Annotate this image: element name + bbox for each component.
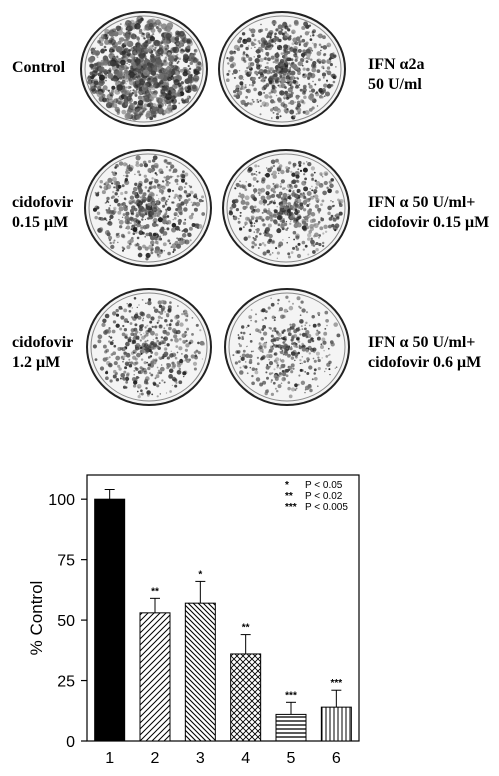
bar: [94, 498, 126, 742]
bar: [139, 612, 171, 742]
x-tick-label: 5: [287, 750, 296, 767]
bar-chart: 0 25 50 75 100 % Control 1 ** 2 * 3 ** 4 *** 5 *** 6 * P <…: [27, 474, 360, 767]
significance-mark: *: [198, 569, 202, 580]
bar: [320, 706, 352, 742]
plate-cidofovir-015: [84, 149, 212, 267]
x-tick-label: 3: [196, 750, 205, 767]
plate-ifn: [218, 11, 346, 127]
bar: [275, 713, 307, 742]
legend-text: P < 0.02: [305, 491, 343, 502]
plate-label-cidofovir-12: cidofovir 1.2 μM: [12, 334, 74, 371]
significance-mark: ***: [285, 690, 297, 701]
plate-label-ifn: IFN α2a 50 U/ml: [368, 56, 425, 93]
y-tick-label: 25: [57, 674, 75, 691]
y-tick-label: 0: [66, 734, 75, 751]
significance-mark: **: [242, 623, 250, 634]
x-tick-label: 1: [105, 750, 114, 767]
plot-frame: [86, 474, 360, 742]
plate-label-cidofovir-015: cidofovir 0.15 μM: [12, 194, 74, 231]
legend-mark: **: [285, 491, 293, 502]
x-tick-label: 2: [151, 750, 160, 767]
legend-text: P < 0.05: [305, 480, 343, 491]
plate-ifn-cidofovir-015: [222, 149, 350, 267]
y-tick-label: 50: [57, 613, 75, 630]
legend-text: P < 0.005: [305, 502, 348, 513]
legend-mark: ***: [285, 502, 297, 513]
y-tick-label: 100: [48, 492, 75, 509]
x-tick-label: 4: [241, 750, 250, 767]
plate-ifn-cidofovir-06: [224, 288, 350, 406]
x-tick-label: 6: [332, 750, 341, 767]
plate-label-ifn-cidofovir-06: IFN α 50 U/ml+ cidofovir 0.6 μM: [368, 334, 482, 371]
significance-mark: **: [151, 586, 159, 597]
y-tick-label: 75: [57, 553, 75, 570]
bar: [230, 653, 262, 742]
legend-mark: *: [285, 480, 289, 491]
plate-label-ifn-cidofovir-015: IFN α 50 U/ml+ cidofovir 0.15 μM: [368, 194, 490, 231]
plate-control: [80, 11, 208, 127]
significance-mark: ***: [330, 678, 342, 689]
plate-cidofovir-12: [86, 288, 212, 406]
plate-label-control: Control: [12, 59, 66, 76]
y-axis-label: % Control: [27, 581, 46, 656]
bar: [184, 602, 216, 742]
